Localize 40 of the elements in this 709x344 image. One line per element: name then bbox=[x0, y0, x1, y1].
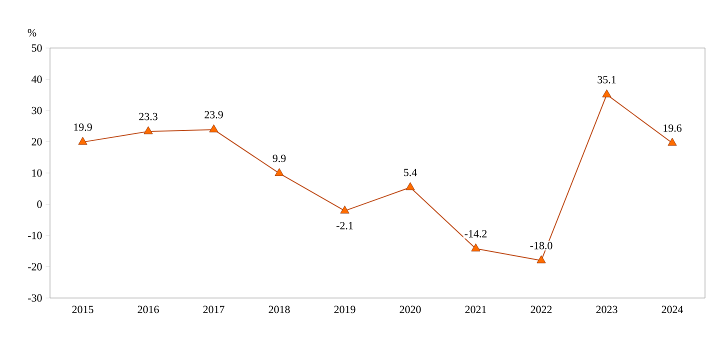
data-label: 23.9 bbox=[204, 111, 223, 118]
data-label: 35.1 bbox=[598, 76, 616, 84]
x-tick-label: 2015 bbox=[72, 306, 94, 314]
point bbox=[340, 206, 350, 214]
y-tick-label: 0 bbox=[37, 200, 42, 208]
x-tick-label: 2020 bbox=[400, 306, 421, 314]
x-tick-label: 2016 bbox=[138, 306, 159, 314]
y-tick-label: -10 bbox=[28, 232, 42, 240]
point bbox=[78, 136, 88, 145]
data-label: 9.9 bbox=[272, 154, 286, 162]
x-tick-label: 2023 bbox=[596, 306, 618, 314]
x-tick-label: 2019 bbox=[334, 306, 356, 314]
point bbox=[668, 138, 677, 146]
point bbox=[536, 255, 546, 264]
point bbox=[274, 168, 284, 176]
data-label: 23.3 bbox=[139, 112, 158, 120]
data-label: 5.4 bbox=[404, 168, 417, 176]
y-tick-label: 40 bbox=[31, 76, 42, 83]
y-tick-label: 10 bbox=[32, 169, 42, 177]
y-tick-label: 50 bbox=[32, 44, 42, 52]
data-label: -2.1 bbox=[336, 222, 353, 230]
y-tick-label: -30 bbox=[28, 294, 42, 302]
point bbox=[602, 89, 612, 98]
x-tick-label: 2017 bbox=[203, 306, 224, 314]
point bbox=[144, 126, 153, 134]
y-tick-label: -20 bbox=[28, 263, 42, 270]
y-axis-title: % bbox=[28, 29, 36, 36]
point bbox=[471, 243, 480, 252]
data-label: 19.6 bbox=[664, 124, 682, 132]
x-tick-label: 2021 bbox=[465, 306, 486, 314]
y-tick-label: 30 bbox=[32, 106, 42, 114]
data-label: -14.2 bbox=[464, 230, 487, 238]
x-tick-label: 2024 bbox=[662, 306, 684, 314]
data-label: 19.9 bbox=[74, 124, 92, 131]
data-label: -18.0 bbox=[530, 242, 552, 250]
point bbox=[209, 124, 218, 132]
point bbox=[406, 182, 415, 190]
x-tick-label: 2018 bbox=[268, 306, 290, 314]
y-tick-label: 20 bbox=[32, 138, 42, 146]
x-tick-label: 2022 bbox=[530, 306, 552, 314]
